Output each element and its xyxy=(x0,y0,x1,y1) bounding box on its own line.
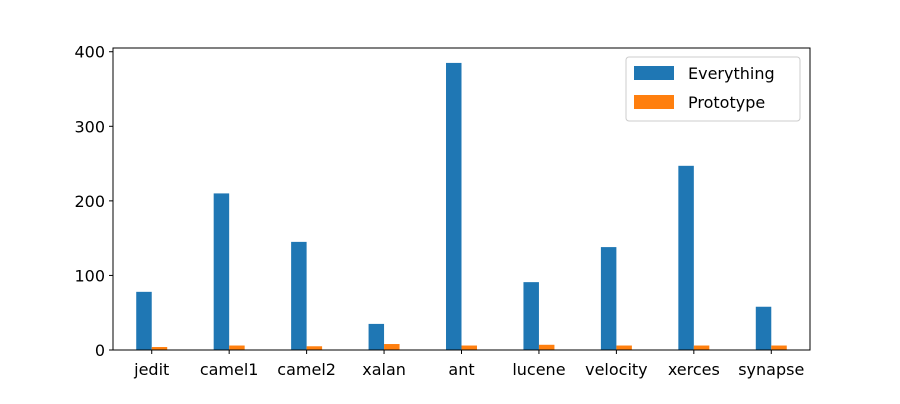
legend-swatch-everything xyxy=(634,66,674,80)
y-tick-label: 400 xyxy=(74,43,105,62)
bar-everything-ant xyxy=(446,62,462,351)
bar-everything-synapse xyxy=(755,306,772,350)
y-tick-label: 100 xyxy=(74,266,105,285)
bar-prototype-ant xyxy=(461,345,477,350)
bar-prototype-xerces xyxy=(693,345,710,350)
axes-layer: 0 100 200 300 400 jedit camel1 camel2 xalan ant lu… xyxy=(74,43,811,379)
legend-label-prototype: Prototype xyxy=(688,93,765,112)
bar-prototype-xalan xyxy=(384,344,400,350)
legend-label-everything: Everything xyxy=(688,64,775,83)
bar-prototype-synapse xyxy=(771,345,787,350)
bar-everything-camel2 xyxy=(291,241,307,350)
bar-everything-xalan xyxy=(368,323,385,350)
bar-everything-camel1 xyxy=(213,193,230,350)
bar-everything-jedit xyxy=(136,291,152,350)
x-tick-label-velocity: velocity xyxy=(585,360,648,379)
y-tick-label: 200 xyxy=(74,192,105,211)
bar-prototype-jedit xyxy=(151,347,168,350)
x-tick-label-lucene: lucene xyxy=(512,360,565,379)
x-tick-label-camel1: camel1 xyxy=(200,360,259,379)
legend: Everything Prototype xyxy=(625,56,801,122)
x-tick-label-ant: ant xyxy=(448,360,474,379)
bar-prototype-camel1 xyxy=(229,345,245,350)
bar-prototype-lucene xyxy=(538,344,555,350)
x-tick-label-xalan: xalan xyxy=(362,360,406,379)
bar-everything-xerces xyxy=(678,165,694,350)
bars-layer xyxy=(136,62,787,351)
bar-everything-lucene xyxy=(523,282,539,350)
x-tick-label-jedit: jedit xyxy=(133,360,169,379)
bar-prototype-velocity xyxy=(616,345,632,350)
x-tick-label-synapse: synapse xyxy=(738,360,804,379)
x-tick-label-camel2: camel2 xyxy=(277,360,336,379)
y-tick-label: 0 xyxy=(95,341,105,360)
bar-everything-velocity xyxy=(600,247,617,350)
x-tick-label-xerces: xerces xyxy=(668,360,720,379)
legend-swatch-prototype xyxy=(634,95,674,109)
y-tick-label: 300 xyxy=(74,117,105,136)
bar-prototype-camel2 xyxy=(306,346,323,350)
